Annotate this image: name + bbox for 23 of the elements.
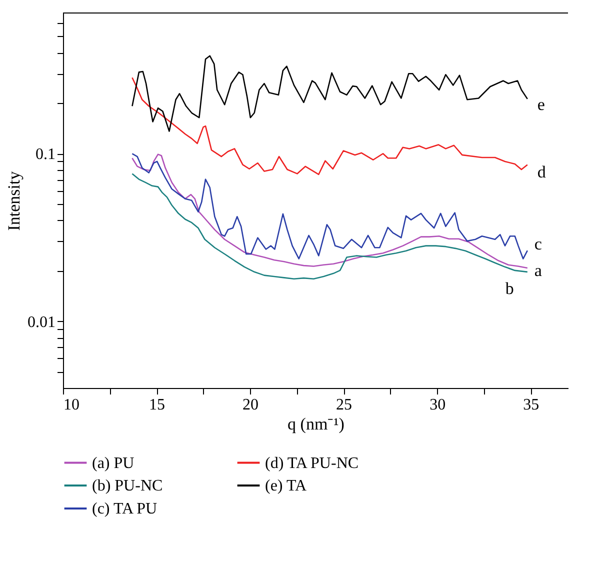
- annotation: b: [505, 278, 514, 298]
- legend-label: (d) TA PU-NC: [265, 454, 359, 472]
- annotation: c: [534, 234, 542, 254]
- legend-label: (e) TA: [265, 478, 307, 494]
- line-series: [132, 55, 528, 132]
- x-tick-label: 25: [336, 396, 352, 414]
- x-axis-title: q (nm⁻¹): [288, 414, 344, 434]
- line-series: [132, 173, 528, 280]
- legend-label: (b) PU-NC: [92, 478, 163, 494]
- x-tick-label: 35: [523, 396, 540, 414]
- x-tick-label: 30: [430, 396, 446, 414]
- line-series: [132, 76, 528, 176]
- y-tick-label: 0.1: [36, 146, 56, 164]
- legend-label: (a) PU: [92, 454, 135, 472]
- annotation: d: [537, 162, 546, 182]
- annotation: e: [537, 94, 545, 114]
- y-axis-title: Intensity: [4, 170, 24, 231]
- x-tick-label: 15: [149, 396, 166, 414]
- y-tick-label: 0.01: [28, 314, 56, 331]
- annotation: a: [534, 260, 542, 280]
- legend-label: (c) TA PU: [92, 500, 158, 518]
- x-tick-label: 10: [64, 396, 80, 414]
- x-tick-label: 20: [242, 396, 259, 414]
